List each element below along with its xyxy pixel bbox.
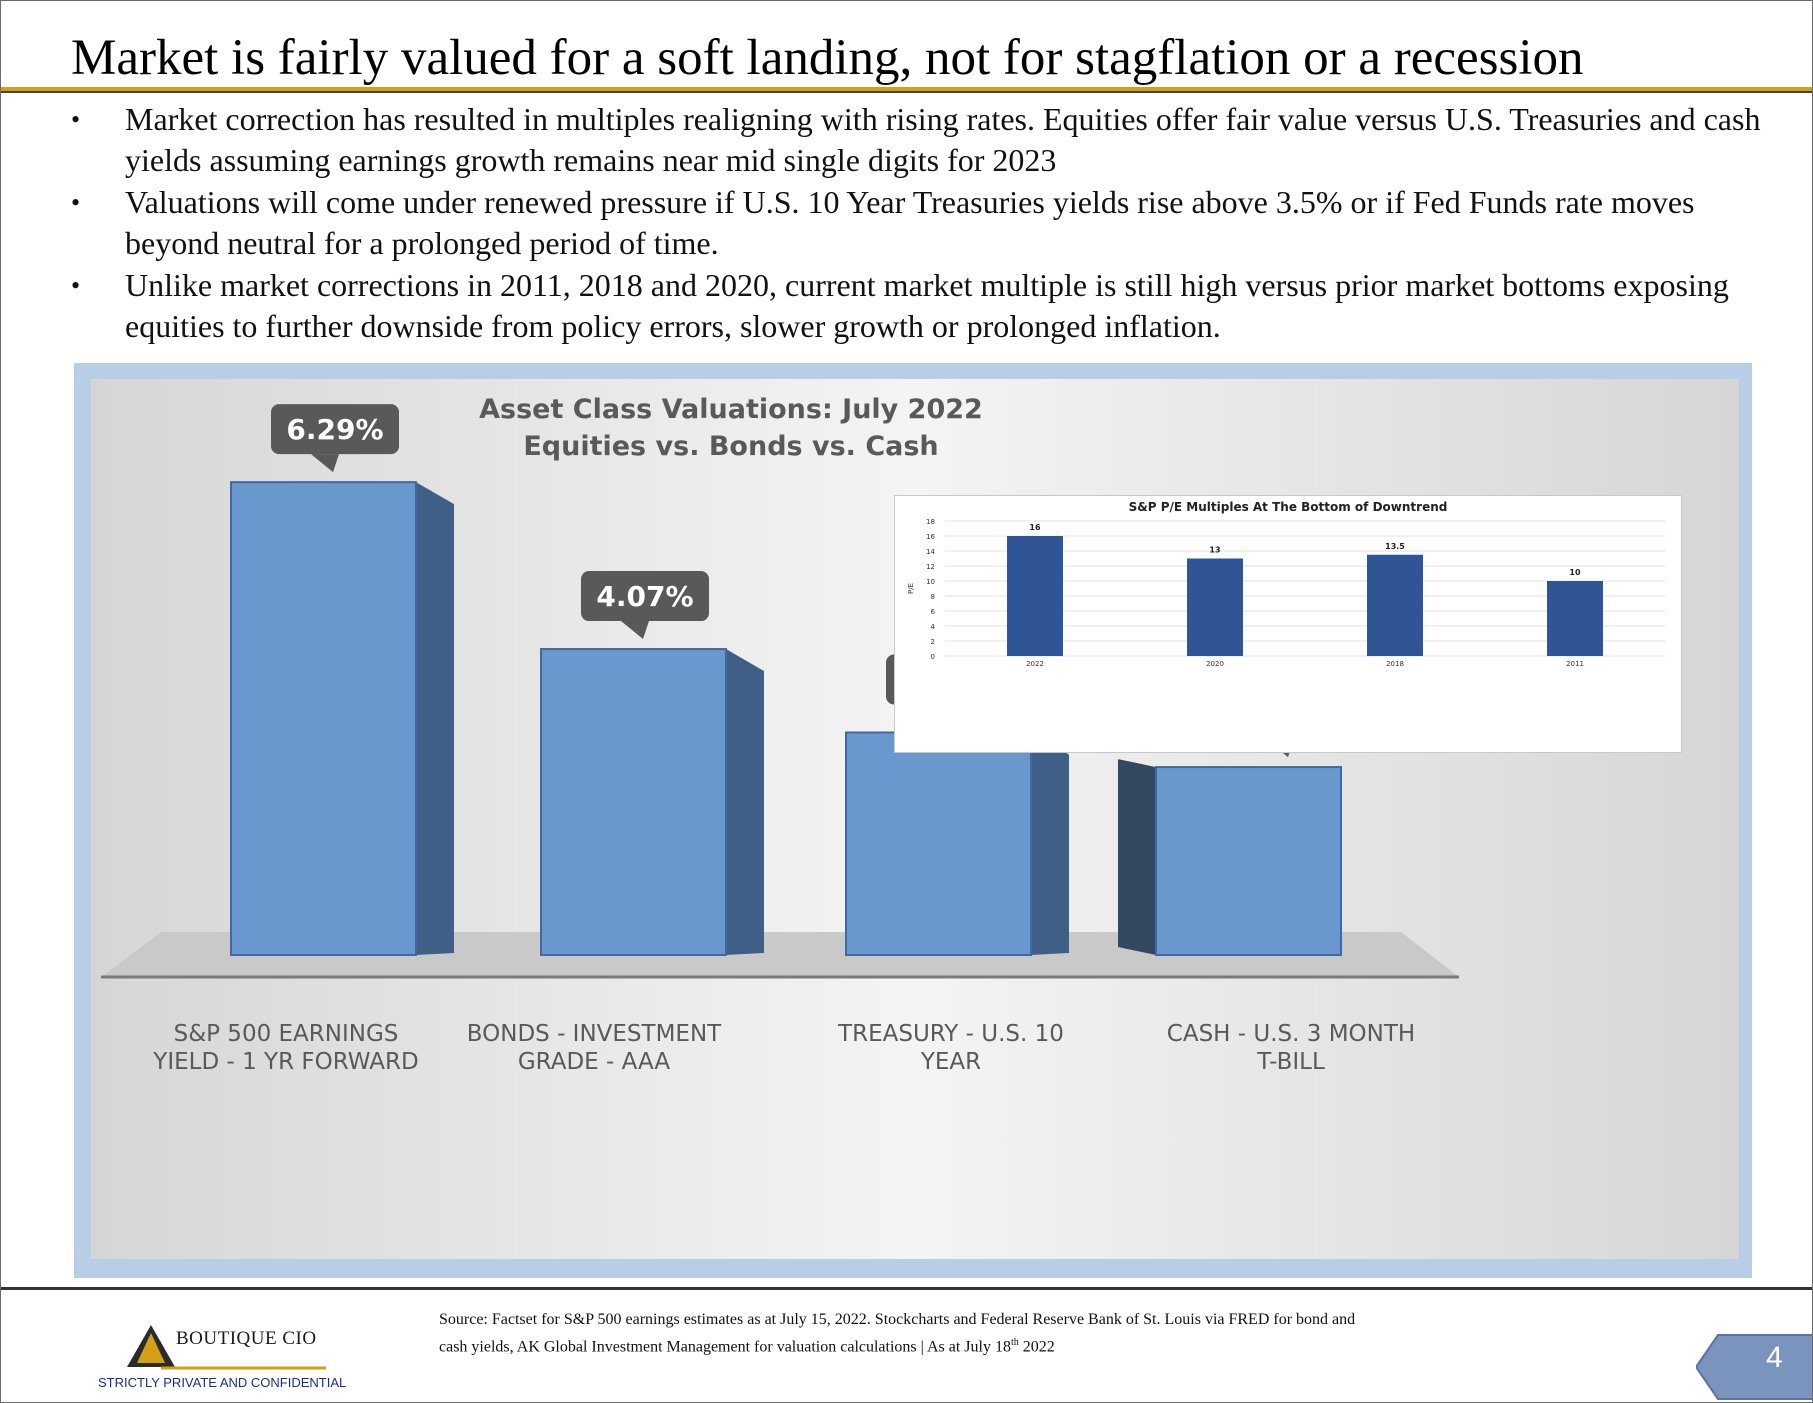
source-superscript: th bbox=[1010, 1337, 1019, 1348]
bullet-text: Market correction has resulted in multip… bbox=[125, 101, 1761, 178]
x-tick-label: 2020 bbox=[1206, 660, 1224, 668]
category-label: YEAR bbox=[920, 1049, 981, 1075]
pe-inset-chart: S&P P/E Multiples At The Bottom of Downt… bbox=[894, 495, 1682, 753]
category-label: CASH - U.S. 3 MONTH bbox=[1167, 1021, 1415, 1047]
data-label: 13 bbox=[1209, 546, 1220, 555]
category-label: BONDS - INVESTMENT bbox=[467, 1021, 722, 1047]
chart-title: Asset Class Valuations: July 2022 bbox=[479, 394, 983, 425]
y-tick-label: 14 bbox=[926, 548, 935, 556]
x-tick-label: 2018 bbox=[1386, 660, 1404, 668]
logo-text: BOUTIQUE CIO bbox=[176, 1328, 317, 1349]
inset-chart-svg: 0 2 4 6 8 10 12 14 16 18 P/E 16 2022 13 2020 13.5 2018 10… bbox=[907, 518, 1665, 668]
source-note: Source: Factset for S&P 500 earnings est… bbox=[439, 1308, 1519, 1358]
bar-side bbox=[726, 649, 764, 955]
y-axis-label: P/E bbox=[907, 583, 915, 594]
bar bbox=[1367, 554, 1423, 656]
bar bbox=[540, 648, 727, 956]
y-tick-label: 18 bbox=[926, 518, 935, 526]
y-tick-label: 4 bbox=[931, 623, 936, 631]
category-label: GRADE - AAA bbox=[518, 1049, 671, 1075]
bullet-marker: • bbox=[71, 188, 81, 217]
chart-subtitle: Equities vs. Bonds vs. Cash bbox=[523, 431, 939, 462]
x-tick-label: 2011 bbox=[1566, 660, 1584, 668]
bar bbox=[1155, 766, 1342, 956]
category-label: YIELD - 1 YR FORWARD bbox=[152, 1049, 418, 1075]
bullet-list: • Market correction has resulted in multi… bbox=[63, 99, 1763, 348]
source-line-2: cash yields, AK Global Investment Manage… bbox=[439, 1331, 1519, 1358]
confidential-notice: STRICTLY PRIVATE AND CONFIDENTIAL bbox=[98, 1375, 347, 1390]
data-label: 10 bbox=[1569, 568, 1581, 577]
y-tick-label: 10 bbox=[926, 578, 935, 586]
bar bbox=[1187, 558, 1243, 656]
bullet-text: Unlike market corrections in 2011, 2018 … bbox=[125, 267, 1729, 344]
bullet-item: • Valuations will come under renewed pres… bbox=[63, 182, 1763, 264]
boutique-cio-logo-icon bbox=[127, 1325, 326, 1370]
bar-side bbox=[416, 482, 454, 955]
slide-title: Market is fairly valued for a soft landi… bbox=[71, 30, 1584, 86]
footer-rule bbox=[1, 1287, 1812, 1290]
category-label: S&P 500 EARNINGS bbox=[174, 1021, 399, 1047]
x-tick-label: 2022 bbox=[1026, 660, 1044, 668]
title-underline bbox=[1, 87, 1812, 93]
y-tick-label: 12 bbox=[926, 563, 935, 571]
page-number-badge: 4 bbox=[1696, 1333, 1812, 1401]
y-tick-label: 8 bbox=[931, 593, 935, 601]
data-label-box bbox=[271, 404, 399, 455]
bullet-item: • Market correction has resulted in multi… bbox=[63, 99, 1763, 181]
bullet-text: Valuations will come under renewed press… bbox=[125, 184, 1695, 261]
category-label: T-BILL bbox=[1256, 1049, 1325, 1075]
bar bbox=[1007, 536, 1063, 656]
y-tick-label: 0 bbox=[931, 653, 935, 661]
source-line-1: Source: Factset for S&P 500 earnings est… bbox=[439, 1311, 1356, 1328]
chart-title-block: Asset Class Valuations: July 2022 Equiti… bbox=[231, 391, 1231, 465]
data-label-pointer bbox=[621, 621, 649, 640]
bar bbox=[230, 481, 417, 956]
category-label: TREASURY - U.S. 10 bbox=[837, 1021, 1064, 1047]
data-label: 6.29% bbox=[286, 413, 383, 446]
bar-side bbox=[1118, 759, 1156, 955]
bar-side bbox=[1031, 732, 1069, 955]
bullet-item: • Unlike market corrections in 2011, 2018… bbox=[63, 265, 1763, 347]
page-number: 4 bbox=[1766, 1341, 1783, 1374]
y-tick-label: 16 bbox=[926, 533, 935, 541]
data-label: 16 bbox=[1029, 523, 1041, 532]
data-label: 13.5 bbox=[1385, 542, 1405, 551]
page-badge-shape-icon bbox=[1696, 1334, 1812, 1400]
data-label-box bbox=[581, 571, 709, 622]
y-tick-label: 6 bbox=[931, 608, 936, 616]
bar bbox=[1547, 581, 1603, 656]
bullet-marker: • bbox=[71, 105, 81, 134]
inset-chart-title: S&P P/E Multiples At The Bottom of Downt… bbox=[1128, 500, 1448, 514]
data-label: 4.07% bbox=[596, 580, 693, 613]
y-tick-label: 2 bbox=[931, 638, 935, 646]
source-line-2-end: 2022 bbox=[1018, 1338, 1055, 1356]
bar bbox=[845, 731, 1032, 956]
bullet-marker: • bbox=[71, 271, 81, 300]
source-line-2-text: cash yields, AK Global Investment Manage… bbox=[439, 1338, 1011, 1356]
data-label-pointer bbox=[311, 454, 339, 473]
